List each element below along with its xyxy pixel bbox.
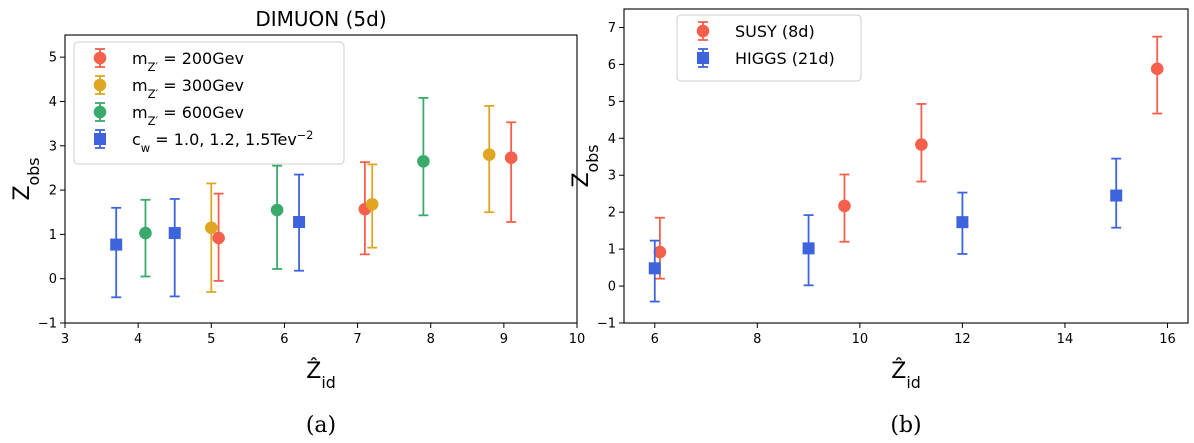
- data-point: [838, 199, 851, 213]
- data-point: [1110, 189, 1123, 202]
- legend-box: [73, 41, 345, 165]
- y-tick-label: 0: [49, 272, 57, 287]
- data-point: [802, 242, 815, 255]
- x-tick-label: 4: [134, 332, 142, 347]
- y-tick-label: 7: [608, 21, 616, 36]
- series-2: [648, 157, 1123, 303]
- x-axis-label: Ẑid: [891, 358, 921, 392]
- legend-marker: [93, 51, 107, 65]
- x-tick-label: 3: [61, 332, 69, 347]
- subfigure-caption: (a): [306, 413, 336, 438]
- x-tick-label: 10: [852, 332, 869, 347]
- legend-entry: HIGGS (21d): [735, 49, 835, 68]
- data-point: [293, 215, 306, 228]
- data-point: [417, 154, 430, 168]
- plot-area: [64, 34, 578, 324]
- data-point: [648, 262, 661, 275]
- data-point: [365, 197, 379, 211]
- y-axis-label: Zobs: [569, 144, 602, 187]
- x-tick-label: 9: [500, 332, 508, 347]
- legend-marker: [696, 24, 710, 38]
- chart-1: DIMUON (5d) 3 4 5 6 7 8 9 10 −1 0 1 2 3 4 5 Ẑid Zobs mZ′ =…: [10, 7, 585, 438]
- y-tick-label: −1: [597, 317, 616, 332]
- data-point: [168, 227, 181, 240]
- y-tick-label: 4: [49, 95, 57, 110]
- plot-area: [623, 8, 1189, 324]
- data-point: [653, 245, 667, 259]
- legend-entry: mZ′ = 300Gev: [132, 76, 244, 101]
- x-tick-label: 14: [1057, 332, 1074, 347]
- x-tick-label: 6: [651, 332, 659, 347]
- data-point: [915, 138, 928, 151]
- x-tick-label: 5: [207, 332, 215, 347]
- y-tick-label: 2: [608, 206, 616, 221]
- x-tick-label: 8: [753, 332, 761, 347]
- y-tick-label: 4: [608, 132, 616, 147]
- y-tick-label: 2: [49, 184, 57, 199]
- data-point: [204, 221, 218, 235]
- series-4: [110, 173, 306, 299]
- data-point: [110, 238, 123, 251]
- y-tick-label: 5: [608, 95, 616, 110]
- legend-entry: cw = 1.0, 1.2, 1.5Tev−2: [132, 129, 313, 156]
- legend-marker: [93, 105, 107, 119]
- legend-box: [676, 14, 862, 82]
- y-tick-label: 3: [608, 169, 616, 184]
- legend-entry: SUSY (8d): [735, 22, 815, 41]
- y-tick-label: 1: [608, 243, 616, 258]
- series-1: [212, 121, 518, 282]
- y-tick-label: 5: [49, 51, 57, 66]
- x-tick-label: 10: [569, 332, 586, 347]
- y-tick-label: 6: [608, 58, 616, 73]
- y-axis-label: Zobs: [10, 157, 43, 200]
- legend-marker: [93, 78, 107, 92]
- legend-marker: [94, 133, 106, 145]
- data-point: [504, 151, 518, 165]
- y-tick-label: 0: [608, 280, 616, 295]
- y-tick-label: 1: [49, 228, 57, 243]
- data-point: [139, 226, 152, 240]
- x-tick-label: 12: [954, 332, 971, 347]
- x-tick-label: 8: [427, 332, 435, 347]
- data-point: [482, 148, 496, 161]
- chart-title: DIMUON (5d): [255, 7, 386, 31]
- legend-entry: mZ′ = 600Gev: [132, 103, 244, 128]
- y-tick-label: −1: [38, 317, 57, 332]
- data-point: [956, 216, 969, 229]
- x-tick-label: 6: [280, 332, 288, 347]
- data-point: [1150, 62, 1164, 76]
- series-2: [204, 104, 496, 293]
- y-tick-label: 3: [49, 139, 57, 154]
- legend: SUSY (8d) HIGGS (21d): [676, 14, 862, 82]
- series-3: [139, 97, 430, 278]
- x-axis-label: Ẑid: [306, 358, 336, 392]
- legend-entry: mZ′ = 200Gev: [132, 49, 244, 74]
- data-point: [212, 231, 225, 245]
- x-tick-label: 7: [353, 332, 361, 347]
- x-tick-label: 16: [1159, 332, 1176, 347]
- legend-marker: [697, 52, 709, 64]
- data-point: [270, 203, 284, 217]
- subfigure-caption: (b): [890, 413, 921, 438]
